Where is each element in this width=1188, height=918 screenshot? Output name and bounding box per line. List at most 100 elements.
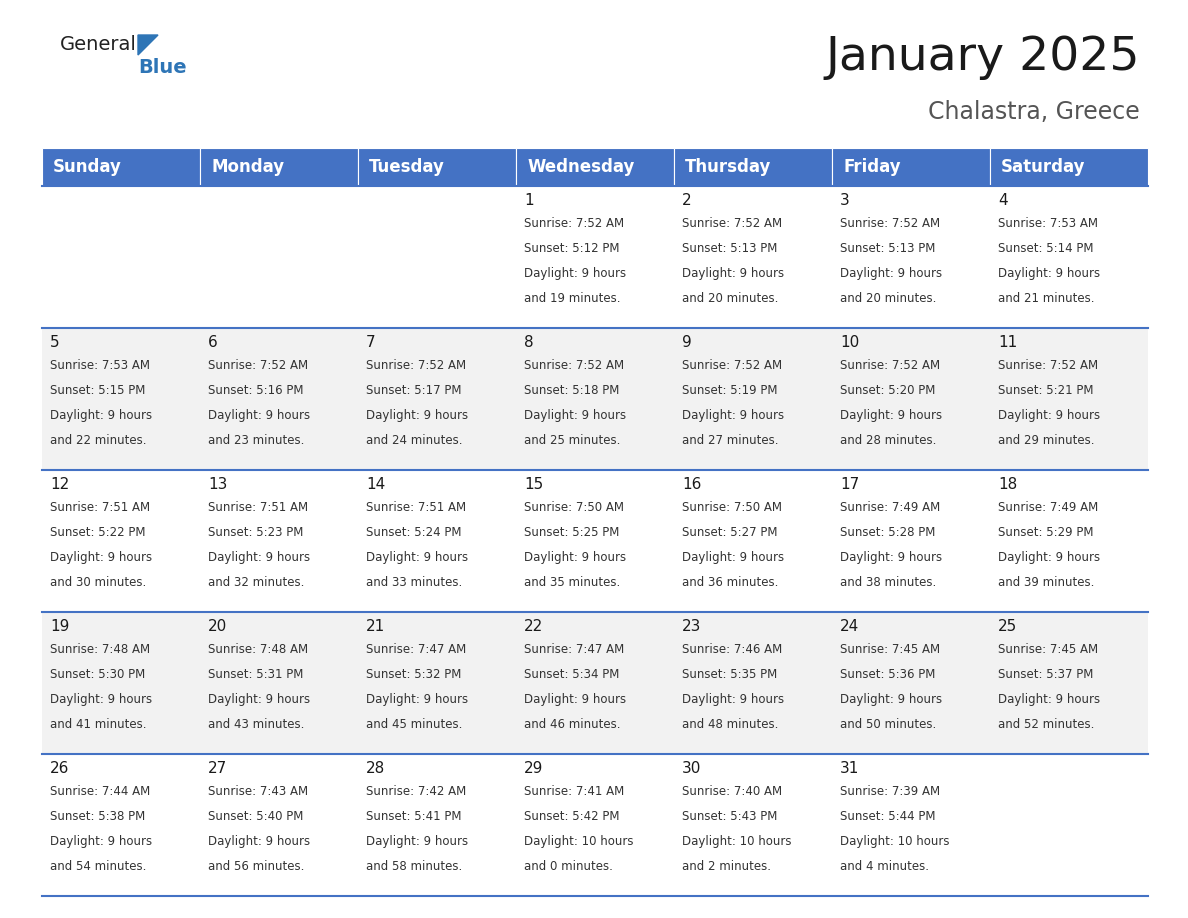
Text: Chalastra, Greece: Chalastra, Greece	[928, 100, 1140, 124]
Text: Daylight: 10 hours: Daylight: 10 hours	[682, 835, 791, 848]
Text: 7: 7	[366, 335, 375, 350]
Bar	[200, 612, 358, 754]
Text: and 46 minutes.: and 46 minutes.	[524, 718, 620, 731]
Bar	[358, 148, 516, 186]
Text: 22: 22	[524, 619, 543, 634]
Text: Sunrise: 7:53 AM: Sunrise: 7:53 AM	[998, 218, 1098, 230]
Text: Sunset: 5:24 PM: Sunset: 5:24 PM	[366, 526, 461, 539]
Text: Blue: Blue	[138, 58, 187, 77]
Text: Sunrise: 7:51 AM: Sunrise: 7:51 AM	[208, 501, 308, 514]
Text: Sunset: 5:42 PM: Sunset: 5:42 PM	[524, 810, 619, 823]
Text: Monday: Monday	[211, 158, 284, 176]
Text: Thursday: Thursday	[685, 158, 771, 176]
Text: Sunset: 5:34 PM: Sunset: 5:34 PM	[524, 668, 619, 681]
Text: Daylight: 9 hours: Daylight: 9 hours	[50, 693, 152, 706]
Text: Sunrise: 7:40 AM: Sunrise: 7:40 AM	[682, 785, 782, 799]
Text: Sunset: 5:13 PM: Sunset: 5:13 PM	[682, 242, 777, 255]
Bar	[42, 148, 200, 186]
Text: 3: 3	[840, 193, 849, 208]
Bar	[832, 186, 990, 328]
Text: and 48 minutes.: and 48 minutes.	[682, 718, 778, 731]
Text: and 29 minutes.: and 29 minutes.	[998, 434, 1094, 447]
Text: Daylight: 9 hours: Daylight: 9 hours	[208, 693, 310, 706]
Bar	[674, 754, 832, 896]
Text: Daylight: 9 hours: Daylight: 9 hours	[208, 551, 310, 564]
Text: Sunrise: 7:41 AM: Sunrise: 7:41 AM	[524, 785, 624, 799]
Text: Daylight: 9 hours: Daylight: 9 hours	[524, 551, 626, 564]
Text: Sunrise: 7:52 AM: Sunrise: 7:52 AM	[524, 359, 624, 372]
Text: Daylight: 10 hours: Daylight: 10 hours	[524, 835, 633, 848]
Text: Sunset: 5:40 PM: Sunset: 5:40 PM	[208, 810, 303, 823]
Text: Daylight: 9 hours: Daylight: 9 hours	[682, 693, 784, 706]
Text: Wednesday: Wednesday	[527, 158, 634, 176]
Text: Sunrise: 7:52 AM: Sunrise: 7:52 AM	[524, 218, 624, 230]
Text: 14: 14	[366, 477, 385, 492]
Bar	[674, 186, 832, 328]
Text: and 20 minutes.: and 20 minutes.	[840, 292, 936, 305]
Text: 26: 26	[50, 761, 69, 776]
Bar	[832, 148, 990, 186]
Text: Sunset: 5:31 PM: Sunset: 5:31 PM	[208, 668, 303, 681]
Text: Sunrise: 7:51 AM: Sunrise: 7:51 AM	[50, 501, 150, 514]
Text: 16: 16	[682, 477, 701, 492]
Bar	[42, 754, 200, 896]
Text: Sunset: 5:22 PM: Sunset: 5:22 PM	[50, 526, 145, 539]
Text: January 2025: January 2025	[826, 35, 1140, 80]
Bar	[358, 754, 516, 896]
Text: Daylight: 9 hours: Daylight: 9 hours	[524, 267, 626, 280]
Bar	[358, 328, 516, 470]
Text: Daylight: 9 hours: Daylight: 9 hours	[208, 835, 310, 848]
Text: and 24 minutes.: and 24 minutes.	[366, 434, 462, 447]
Text: Sunrise: 7:51 AM: Sunrise: 7:51 AM	[366, 501, 466, 514]
Text: 20: 20	[208, 619, 227, 634]
Text: Daylight: 9 hours: Daylight: 9 hours	[840, 409, 942, 422]
Text: Sunrise: 7:52 AM: Sunrise: 7:52 AM	[366, 359, 466, 372]
Text: Sunset: 5:44 PM: Sunset: 5:44 PM	[840, 810, 935, 823]
Text: Sunset: 5:29 PM: Sunset: 5:29 PM	[998, 526, 1093, 539]
Text: Sunrise: 7:44 AM: Sunrise: 7:44 AM	[50, 785, 150, 799]
Text: 10: 10	[840, 335, 859, 350]
Text: Sunrise: 7:45 AM: Sunrise: 7:45 AM	[998, 644, 1098, 656]
Text: and 36 minutes.: and 36 minutes.	[682, 576, 778, 588]
Text: Sunset: 5:41 PM: Sunset: 5:41 PM	[366, 810, 461, 823]
Text: 9: 9	[682, 335, 691, 350]
Text: Sunset: 5:21 PM: Sunset: 5:21 PM	[998, 384, 1093, 397]
Text: Sunrise: 7:52 AM: Sunrise: 7:52 AM	[998, 359, 1098, 372]
Bar	[990, 186, 1148, 328]
Text: 21: 21	[366, 619, 385, 634]
Text: Sunset: 5:13 PM: Sunset: 5:13 PM	[840, 242, 935, 255]
Text: Daylight: 9 hours: Daylight: 9 hours	[524, 409, 626, 422]
Text: and 43 minutes.: and 43 minutes.	[208, 718, 304, 731]
Text: 29: 29	[524, 761, 543, 776]
Text: Sunset: 5:35 PM: Sunset: 5:35 PM	[682, 668, 777, 681]
Text: Sunrise: 7:42 AM: Sunrise: 7:42 AM	[366, 785, 466, 799]
Text: Sunset: 5:14 PM: Sunset: 5:14 PM	[998, 242, 1093, 255]
Text: Sunset: 5:16 PM: Sunset: 5:16 PM	[208, 384, 303, 397]
Text: 5: 5	[50, 335, 59, 350]
Text: Daylight: 9 hours: Daylight: 9 hours	[998, 551, 1100, 564]
Text: Daylight: 9 hours: Daylight: 9 hours	[840, 551, 942, 564]
Text: and 4 minutes.: and 4 minutes.	[840, 860, 929, 873]
Text: 4: 4	[998, 193, 1007, 208]
Text: and 45 minutes.: and 45 minutes.	[366, 718, 462, 731]
Bar	[516, 754, 674, 896]
Text: and 19 minutes.: and 19 minutes.	[524, 292, 620, 305]
Text: Sunrise: 7:52 AM: Sunrise: 7:52 AM	[208, 359, 308, 372]
Text: Daylight: 9 hours: Daylight: 9 hours	[50, 551, 152, 564]
Text: Sunrise: 7:39 AM: Sunrise: 7:39 AM	[840, 785, 940, 799]
Text: Daylight: 9 hours: Daylight: 9 hours	[524, 693, 626, 706]
Bar	[358, 612, 516, 754]
Text: 1: 1	[524, 193, 533, 208]
Text: Sunset: 5:37 PM: Sunset: 5:37 PM	[998, 668, 1093, 681]
Text: Sunrise: 7:47 AM: Sunrise: 7:47 AM	[524, 644, 624, 656]
Text: Daylight: 9 hours: Daylight: 9 hours	[682, 551, 784, 564]
Text: Sunset: 5:30 PM: Sunset: 5:30 PM	[50, 668, 145, 681]
Bar	[516, 470, 674, 612]
Text: 11: 11	[998, 335, 1017, 350]
Text: Sunrise: 7:52 AM: Sunrise: 7:52 AM	[682, 218, 782, 230]
Text: Sunset: 5:15 PM: Sunset: 5:15 PM	[50, 384, 145, 397]
Text: Sunset: 5:25 PM: Sunset: 5:25 PM	[524, 526, 619, 539]
Text: and 39 minutes.: and 39 minutes.	[998, 576, 1094, 588]
Text: Sunday: Sunday	[53, 158, 122, 176]
Text: Sunrise: 7:52 AM: Sunrise: 7:52 AM	[682, 359, 782, 372]
